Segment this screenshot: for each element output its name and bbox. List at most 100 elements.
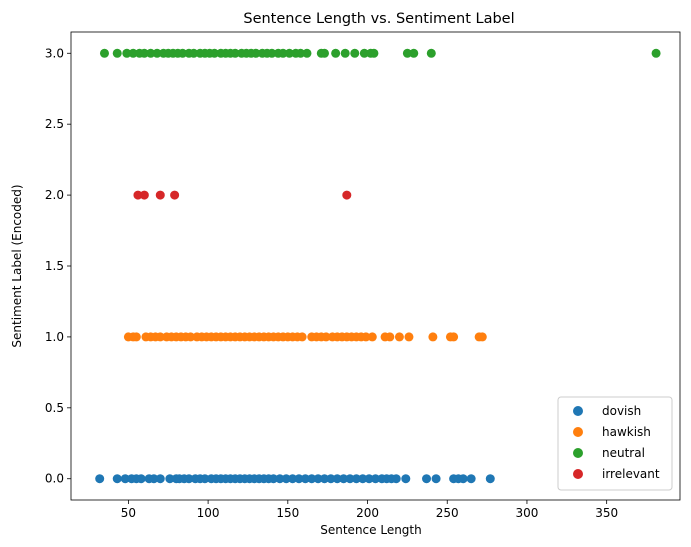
x-tick-label: 300	[515, 506, 538, 520]
data-point-neutral	[152, 48, 162, 58]
data-point-neutral	[350, 48, 360, 58]
x-tick-label: 150	[276, 506, 299, 520]
data-point-neutral	[409, 48, 419, 58]
y-tick-label: 0.5	[45, 401, 64, 415]
legend-marker-dovish	[573, 406, 583, 416]
legend-marker-irrelevant	[573, 469, 583, 479]
data-point-neutral	[426, 48, 436, 58]
y-tick-label: 2.5	[45, 117, 64, 131]
data-point-dovish	[184, 474, 194, 484]
data-point-hawkish	[385, 332, 395, 342]
legend-label-dovish: dovish	[602, 404, 641, 418]
data-point-dovish	[155, 474, 165, 484]
data-point-neutral	[267, 48, 277, 58]
data-point-hawkish	[321, 332, 331, 342]
data-point-hawkish	[297, 332, 307, 342]
legend-label-neutral: neutral	[602, 446, 645, 460]
data-point-neutral	[146, 48, 156, 58]
y-tick-label: 1.0	[45, 330, 64, 344]
chart-title: Sentence Length vs. Sentiment Label	[243, 11, 514, 27]
data-point-dovish	[313, 474, 323, 484]
data-point-neutral	[319, 48, 329, 58]
data-point-irrelevant	[133, 190, 143, 200]
data-point-hawkish	[131, 332, 141, 342]
y-tick-label: 0.0	[45, 472, 64, 486]
data-point-irrelevant	[139, 190, 149, 200]
data-point-dovish	[364, 474, 374, 484]
data-point-hawkish	[361, 332, 371, 342]
data-point-dovish	[371, 474, 380, 484]
data-point-irrelevant	[155, 190, 165, 200]
legend-box	[557, 396, 673, 491]
data-point-dovish	[288, 474, 298, 484]
data-point-neutral	[112, 48, 122, 58]
plot-area	[70, 31, 681, 501]
data-point-hawkish	[186, 332, 196, 342]
data-point-irrelevant	[170, 190, 180, 200]
data-point-neutral	[139, 48, 149, 58]
data-point-neutral	[209, 48, 219, 58]
series-neutral	[99, 48, 661, 58]
data-point-neutral	[278, 48, 288, 58]
data-point-dovish	[485, 474, 495, 484]
data-point-dovish	[332, 474, 342, 484]
data-point-dovish	[391, 474, 401, 484]
data-point-hawkish	[449, 332, 459, 342]
data-point-dovish	[112, 474, 122, 484]
data-point-neutral	[189, 48, 199, 58]
data-point-hawkish	[477, 332, 487, 342]
data-point-irrelevant	[342, 190, 352, 200]
x-tick-label: 250	[436, 506, 459, 520]
x-tick-label: 200	[356, 506, 379, 520]
data-point-dovish	[319, 474, 329, 484]
data-point-neutral	[251, 48, 261, 58]
data-point-neutral	[230, 48, 240, 58]
y-tick-label: 2.0	[45, 188, 64, 202]
data-point-dovish	[339, 474, 349, 484]
data-point-dovish	[149, 474, 159, 484]
y-tick-label: 3.0	[45, 46, 64, 60]
data-point-dovish	[422, 474, 432, 484]
series-irrelevant	[133, 190, 352, 200]
data-point-neutral	[99, 48, 109, 58]
data-point-neutral	[284, 48, 294, 58]
data-point-dovish	[294, 474, 304, 484]
data-point-hawkish	[394, 332, 404, 342]
data-point-dovish	[358, 474, 368, 484]
data-point-hawkish	[367, 332, 377, 342]
data-point-neutral	[128, 48, 138, 58]
data-point-dovish	[351, 474, 361, 484]
x-tick-label: 100	[197, 506, 220, 520]
data-point-dovish	[281, 474, 291, 484]
x-tick-label: 50	[121, 506, 136, 520]
x-axis-label: Sentence Length	[320, 523, 421, 537]
x-tick-label: 350	[595, 506, 618, 520]
data-point-dovish	[326, 474, 336, 484]
data-point-dovish	[401, 474, 411, 484]
legend-marker-neutral	[573, 448, 583, 458]
data-point-dovish	[300, 474, 310, 484]
data-point-hawkish	[404, 332, 414, 342]
data-point-dovish	[165, 474, 175, 484]
series-hawkish	[123, 332, 487, 342]
y-axis: 0.0 0.5 1.0 1.5 2.0 2.5 3.0	[45, 46, 71, 486]
data-point-dovish	[120, 474, 130, 484]
data-point-dovish	[200, 474, 210, 484]
data-point-neutral	[302, 48, 312, 58]
data-point-dovish	[458, 474, 468, 484]
legend-label-hawkish: hawkish	[602, 425, 651, 439]
data-point-dovish	[275, 474, 285, 484]
data-point-dovish	[307, 474, 317, 484]
data-point-neutral	[178, 48, 188, 58]
data-point-neutral	[402, 48, 412, 58]
data-point-dovish	[466, 474, 476, 484]
legend-marker-hawkish	[573, 427, 583, 437]
data-point-dovish	[345, 474, 355, 484]
data-point-neutral	[651, 48, 661, 58]
y-axis-label: Sentiment Label (Encoded)	[10, 184, 24, 347]
data-point-neutral	[122, 48, 132, 58]
legend-label-irrelevant: irrelevant	[602, 467, 660, 481]
data-point-dovish	[268, 474, 278, 484]
data-point-neutral	[331, 48, 341, 58]
